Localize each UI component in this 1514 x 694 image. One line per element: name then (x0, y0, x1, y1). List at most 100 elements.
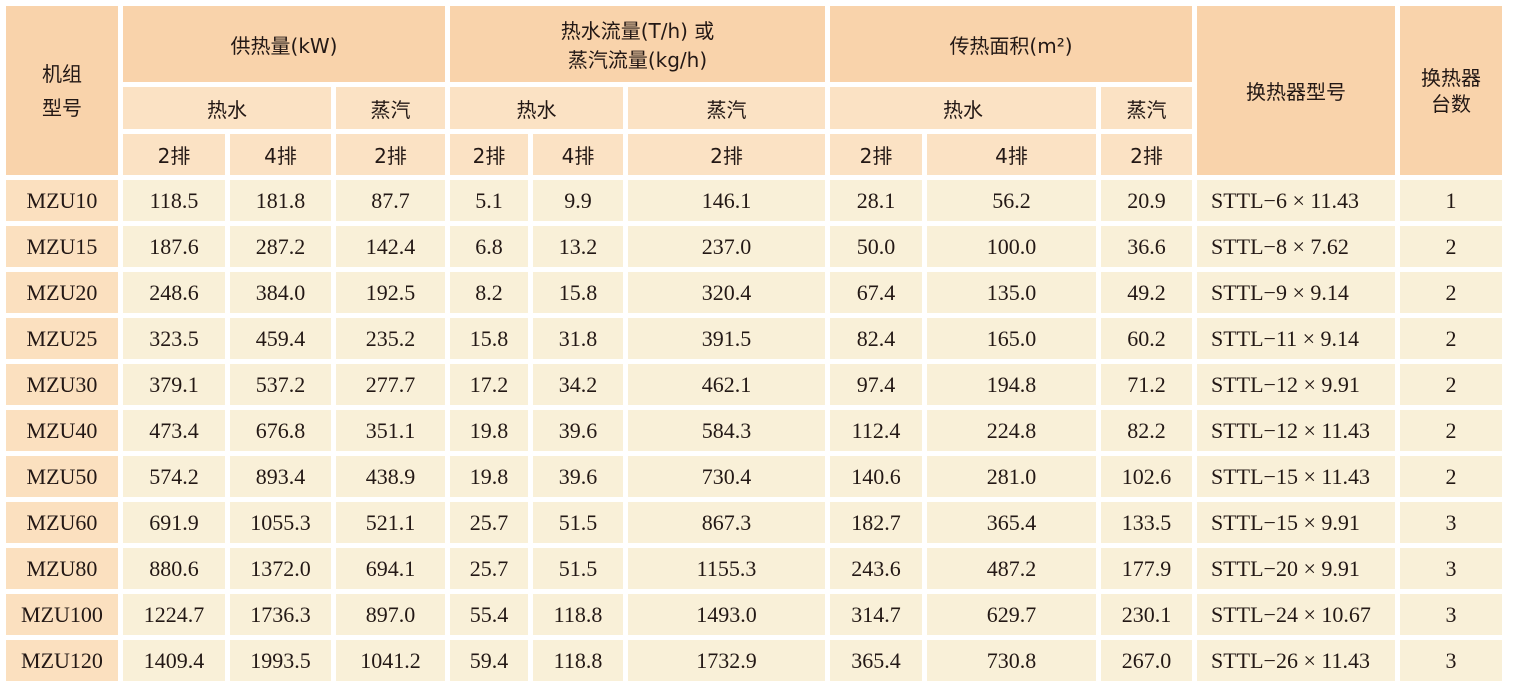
cell-area-steam-2: 60.2 (1101, 318, 1192, 359)
cell-area-steam-2: 102.6 (1101, 456, 1192, 497)
cell-exchanger-count: 2 (1400, 318, 1502, 359)
cell-model: MZU20 (6, 272, 118, 313)
cell-exchanger-count: 2 (1400, 364, 1502, 405)
cell-flow-hot-water-2: 19.8 (450, 456, 528, 497)
cell-heat-hot-water-4: 384.0 (230, 272, 331, 313)
table-row: MZU60 691.9 1055.3 521.1 25.7 51.5 867.3 182.7 3… (6, 502, 1502, 543)
cell-flow-steam-2: 867.3 (628, 502, 825, 543)
cell-heat-steam-2: 438.9 (336, 456, 445, 497)
cell-flow-hot-water-4: 9.9 (533, 180, 623, 221)
cell-heat-hot-water-4: 1372.0 (230, 548, 331, 589)
cell-area-hot-water-2: 97.4 (830, 364, 922, 405)
table-row: MZU120 1409.4 1993.5 1041.2 59.4 118.8 1732.9 3… (6, 640, 1502, 681)
cell-heat-steam-2: 192.5 (336, 272, 445, 313)
cell-area-hot-water-2: 112.4 (830, 410, 922, 451)
cell-heat-steam-2: 694.1 (336, 548, 445, 589)
cell-flow-hot-water-4: 51.5 (533, 548, 623, 589)
cell-flow-steam-2: 462.1 (628, 364, 825, 405)
cell-flow-hot-water-4: 118.8 (533, 594, 623, 635)
cell-model: MZU40 (6, 410, 118, 451)
cell-heat-steam-2: 897.0 (336, 594, 445, 635)
header-area: 传热面积(m²) (830, 6, 1192, 82)
cell-exchanger-model: STTL−6 × 11.43 (1197, 180, 1395, 221)
cell-flow-hot-water-4: 51.5 (533, 502, 623, 543)
header-heat-hot-water: 热水 (123, 87, 331, 129)
cell-exchanger-model: STTL−15 × 9.91 (1197, 502, 1395, 543)
cell-exchanger-model: STTL−9 × 9.14 (1197, 272, 1395, 313)
cell-flow-hot-water-2: 25.7 (450, 502, 528, 543)
cell-model: MZU15 (6, 226, 118, 267)
cell-heat-hot-water-4: 181.8 (230, 180, 331, 221)
cell-model: MZU80 (6, 548, 118, 589)
cell-model: MZU100 (6, 594, 118, 635)
table-row: MZU100 1224.7 1736.3 897.0 55.4 118.8 1493.0 31… (6, 594, 1502, 635)
cell-exchanger-model: STTL−11 × 9.14 (1197, 318, 1395, 359)
cell-area-hot-water-2: 28.1 (830, 180, 922, 221)
cell-flow-hot-water-4: 39.6 (533, 410, 623, 451)
cell-model: MZU10 (6, 180, 118, 221)
header-area-hot-water: 热水 (830, 87, 1096, 129)
header-exchanger-count: 换热器 台数 (1400, 6, 1502, 175)
cell-flow-hot-water-4: 15.8 (533, 272, 623, 313)
cell-flow-hot-water-4: 39.6 (533, 456, 623, 497)
header-rows-4: 4排 (533, 134, 623, 175)
cell-exchanger-model: STTL−24 × 10.67 (1197, 594, 1395, 635)
cell-area-steam-2: 49.2 (1101, 272, 1192, 313)
table-row: MZU80 880.6 1372.0 694.1 25.7 51.5 1155.3 243.6… (6, 548, 1502, 589)
cell-heat-hot-water-2: 323.5 (123, 318, 225, 359)
header-heat-supply: 供热量(kW) (123, 6, 445, 82)
header-model: 机组 型号 (6, 6, 118, 175)
cell-flow-hot-water-2: 15.8 (450, 318, 528, 359)
cell-exchanger-count: 2 (1400, 410, 1502, 451)
cell-heat-hot-water-4: 893.4 (230, 456, 331, 497)
cell-flow-steam-2: 320.4 (628, 272, 825, 313)
cell-area-steam-2: 36.6 (1101, 226, 1192, 267)
header-rows-2: 2排 (1101, 134, 1192, 175)
cell-area-steam-2: 177.9 (1101, 548, 1192, 589)
cell-area-hot-water-4: 487.2 (927, 548, 1096, 589)
table-row: MZU15 187.6 287.2 142.4 6.8 13.2 237.0 50.0 100.… (6, 226, 1502, 267)
cell-area-steam-2: 267.0 (1101, 640, 1192, 681)
cell-heat-hot-water-4: 537.2 (230, 364, 331, 405)
cell-heat-steam-2: 351.1 (336, 410, 445, 451)
cell-area-hot-water-2: 243.6 (830, 548, 922, 589)
header-flow-hot-water: 热水 (450, 87, 623, 129)
header-rows-2: 2排 (628, 134, 825, 175)
header-exchanger-model: 换热器型号 (1197, 6, 1395, 175)
cell-area-hot-water-2: 82.4 (830, 318, 922, 359)
cell-area-hot-water-4: 135.0 (927, 272, 1096, 313)
header-rows-4: 4排 (230, 134, 331, 175)
table-row: MZU50 574.2 893.4 438.9 19.8 39.6 730.4 140.6 28… (6, 456, 1502, 497)
cell-exchanger-count: 2 (1400, 272, 1502, 313)
cell-flow-hot-water-2: 25.7 (450, 548, 528, 589)
cell-model: MZU120 (6, 640, 118, 681)
cell-area-hot-water-2: 314.7 (830, 594, 922, 635)
cell-area-hot-water-4: 629.7 (927, 594, 1096, 635)
cell-flow-hot-water-2: 59.4 (450, 640, 528, 681)
cell-area-steam-2: 230.1 (1101, 594, 1192, 635)
cell-area-steam-2: 133.5 (1101, 502, 1192, 543)
cell-exchanger-count: 3 (1400, 502, 1502, 543)
cell-exchanger-model: STTL−12 × 11.43 (1197, 410, 1395, 451)
cell-flow-hot-water-2: 55.4 (450, 594, 528, 635)
cell-exchanger-count: 3 (1400, 548, 1502, 589)
cell-exchanger-model: STTL−8 × 7.62 (1197, 226, 1395, 267)
cell-flow-hot-water-4: 34.2 (533, 364, 623, 405)
cell-heat-hot-water-2: 187.6 (123, 226, 225, 267)
cell-area-steam-2: 71.2 (1101, 364, 1192, 405)
cell-area-hot-water-4: 224.8 (927, 410, 1096, 451)
cell-heat-steam-2: 521.1 (336, 502, 445, 543)
cell-heat-hot-water-4: 287.2 (230, 226, 331, 267)
cell-model: MZU50 (6, 456, 118, 497)
cell-area-hot-water-4: 56.2 (927, 180, 1096, 221)
cell-flow-steam-2: 1732.9 (628, 640, 825, 681)
cell-model: MZU25 (6, 318, 118, 359)
header-flow-steam: 蒸汽 (628, 87, 825, 129)
cell-heat-steam-2: 235.2 (336, 318, 445, 359)
table-row: MZU40 473.4 676.8 351.1 19.8 39.6 584.3 112.4 22… (6, 410, 1502, 451)
table-row: MZU25 323.5 459.4 235.2 15.8 31.8 391.5 82.4 165… (6, 318, 1502, 359)
cell-heat-steam-2: 1041.2 (336, 640, 445, 681)
cell-heat-steam-2: 87.7 (336, 180, 445, 221)
cell-area-hot-water-4: 165.0 (927, 318, 1096, 359)
cell-heat-hot-water-4: 1736.3 (230, 594, 331, 635)
